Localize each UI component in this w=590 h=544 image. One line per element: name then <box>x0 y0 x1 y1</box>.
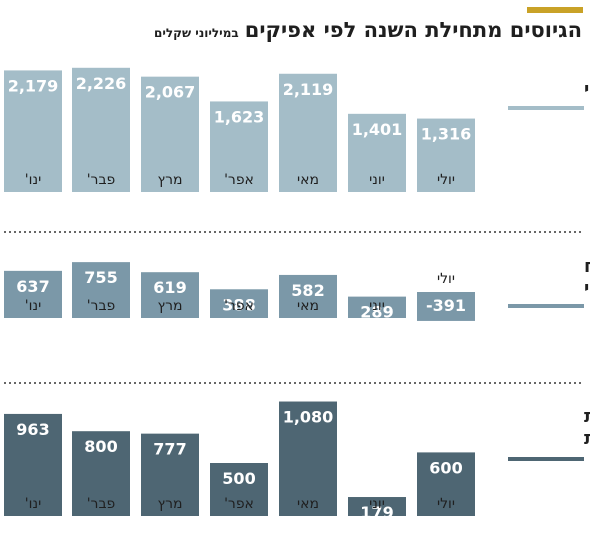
value-label: 1,623 <box>214 107 265 126</box>
bar <box>141 76 199 192</box>
value-label: 500 <box>222 469 255 488</box>
month-label: יוני <box>369 298 385 314</box>
month-label: יוני <box>369 172 385 188</box>
accent-bar <box>527 7 583 13</box>
month-label: מאי <box>297 172 319 188</box>
bar <box>417 292 475 321</box>
month-label: אפר' <box>224 496 254 512</box>
bar <box>348 296 406 318</box>
bar <box>348 497 406 516</box>
bar <box>210 463 268 516</box>
bar <box>417 118 475 192</box>
panel-label: אג"ח <box>584 256 590 277</box>
panel-label-underline <box>508 106 584 110</box>
bar <box>417 452 475 516</box>
value-label: 963 <box>16 420 49 439</box>
value-label: 2,179 <box>8 76 59 95</box>
bar <box>279 274 337 318</box>
value-label: 2,226 <box>76 74 127 93</box>
value-label: 600 <box>429 458 462 477</box>
month-label: מרץ <box>158 172 183 188</box>
title-line: הגיוסים מתחילת השנה לפי אפיקים במיליוני ש… <box>154 18 582 42</box>
value-label: 289 <box>360 303 393 322</box>
month-label: יולי <box>437 172 455 188</box>
month-label: ינו' <box>25 298 41 314</box>
month-label: ינו' <box>25 172 41 188</box>
panel-label: אג"ח כללי <box>584 79 590 100</box>
month-label: פבר' <box>87 172 116 188</box>
bar <box>4 70 62 192</box>
month-label: יולי <box>437 271 455 287</box>
value-label: 2,067 <box>145 83 196 102</box>
value-label: 637 <box>16 277 49 296</box>
month-label: מאי <box>297 298 319 314</box>
bar <box>141 272 199 318</box>
bar <box>4 270 62 318</box>
chart-subtitle: במיליוני שקלים <box>154 26 239 40</box>
month-label: מרץ <box>158 298 183 314</box>
value-label: 800 <box>84 437 117 456</box>
value-label: 2,119 <box>283 80 334 99</box>
chart-panel-3: קרנותמנייתיות 963 ינו' 800 פבר' 777 מרץ 500 אפר'… <box>4 382 590 522</box>
value-label: 755 <box>84 268 117 287</box>
value-label: 388 <box>222 295 255 314</box>
panel-label: מנייתיות <box>584 428 590 449</box>
value-label: 619 <box>153 278 186 297</box>
panel-label-underline <box>508 457 584 461</box>
value-label: 1,080 <box>283 408 334 427</box>
bar <box>141 433 199 516</box>
month-label: מאי <box>297 496 319 512</box>
month-label: פבר' <box>87 298 116 314</box>
chart-panel-1: אג"ח כללי 2,179 ינו' 2,226 פבר' 2,067 מרץ 1,623… <box>4 67 590 192</box>
bar <box>4 413 62 516</box>
value-label: -391 <box>426 296 466 315</box>
value-label: 179 <box>360 503 393 522</box>
panel-label: קונצרני <box>584 278 590 299</box>
month-label: יולי <box>437 496 455 512</box>
bar <box>210 101 268 192</box>
month-label: פבר' <box>87 496 116 512</box>
bar <box>210 289 268 318</box>
bar <box>72 262 130 318</box>
panel-label-underline <box>508 304 584 308</box>
month-label: ינו' <box>25 496 41 512</box>
value-label: 1,316 <box>421 125 472 144</box>
month-label: יוני <box>369 496 385 512</box>
bar <box>72 67 130 192</box>
value-label: 582 <box>291 281 324 300</box>
panel-label: קרנות <box>584 406 590 427</box>
month-label: אפר' <box>224 172 254 188</box>
bar <box>348 113 406 192</box>
chart-title: הגיוסים מתחילת השנה לפי אפיקים <box>244 18 582 42</box>
bar <box>279 401 337 516</box>
month-label: אפר' <box>224 298 254 314</box>
value-label: 777 <box>153 440 186 459</box>
month-label: מרץ <box>158 496 183 512</box>
bar <box>279 73 337 192</box>
bar <box>72 431 130 516</box>
value-label: 1,401 <box>352 120 403 139</box>
